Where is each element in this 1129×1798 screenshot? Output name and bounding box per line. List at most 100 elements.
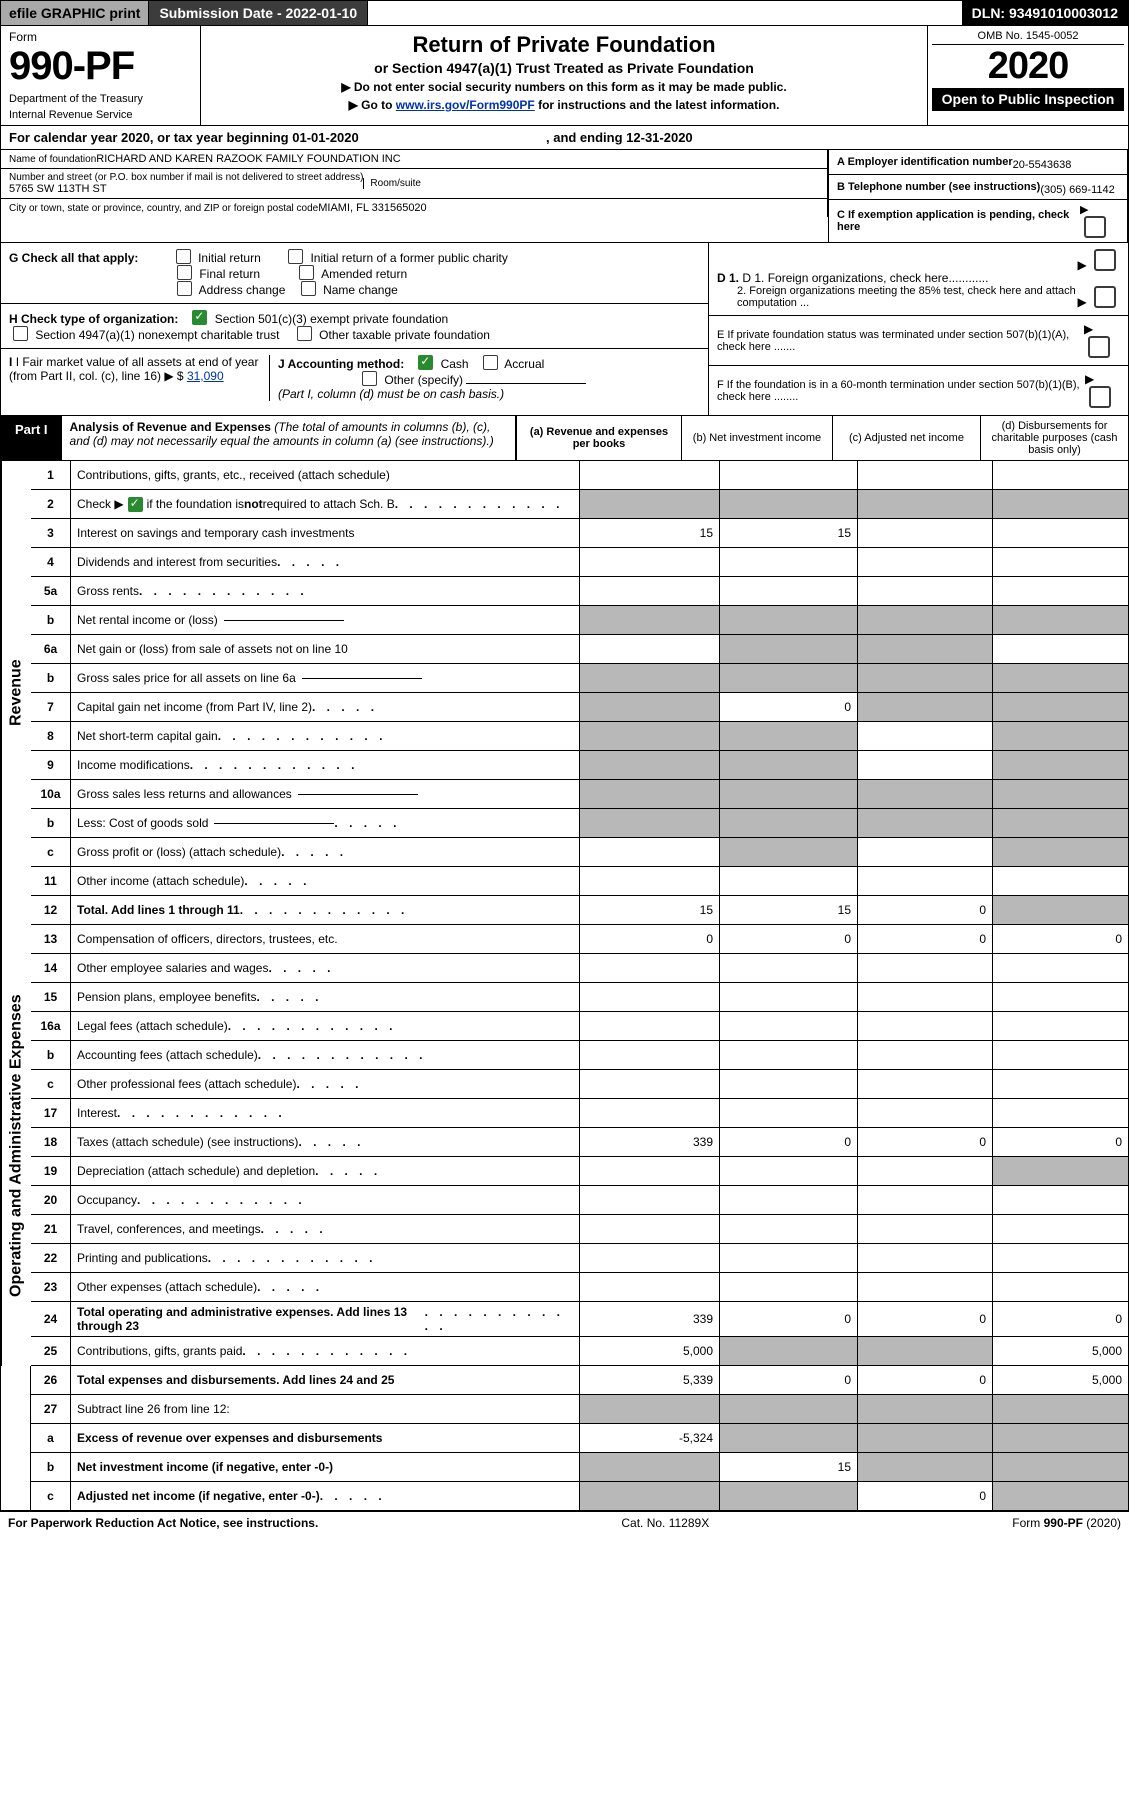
g-final-return-checkbox[interactable] (177, 265, 192, 280)
line-18-col-a: 339 (580, 1128, 720, 1157)
line-5a-col-a (580, 577, 720, 606)
g-initial-former-checkbox[interactable] (288, 249, 303, 264)
city-cell: City or town, state or province, country… (1, 199, 828, 217)
entity-info: Name of foundation RICHARD AND KAREN RAZ… (0, 150, 1129, 243)
exemption-checkbox[interactable] (1084, 216, 1106, 238)
line-3-col-a: 15 (580, 519, 720, 548)
h-4947-checkbox[interactable] (13, 326, 28, 341)
d1-checkbox[interactable] (1094, 249, 1116, 271)
f-checkbox[interactable] (1089, 386, 1111, 408)
line-c-col-c (858, 1070, 993, 1099)
checks-section: G Check all that apply: Initial return I… (0, 243, 1129, 416)
line-25-no: 25 (31, 1337, 71, 1366)
line-b-col-d (993, 1041, 1128, 1070)
form-instr2: ▶ Go to www.irs.gov/Form990PF for instru… (209, 98, 919, 112)
line-23-col-b (720, 1273, 858, 1302)
line-23-col-c (858, 1273, 993, 1302)
line-10a-col-b (720, 780, 858, 809)
line-c-no: c (31, 1070, 71, 1099)
h-other-taxable-checkbox[interactable] (297, 326, 312, 341)
line-4-desc: Dividends and interest from securities (71, 548, 580, 577)
line-c-col-a (580, 1482, 720, 1510)
g-initial-return-checkbox[interactable] (176, 249, 191, 264)
line-25-col-a: 5,000 (580, 1337, 720, 1366)
e-label: E If private foundation status was termi… (717, 329, 1084, 353)
line-c-col-b (720, 1482, 858, 1510)
irs-link[interactable]: www.irs.gov/Form990PF (396, 98, 535, 112)
line-a-col-a: -5,324 (580, 1424, 720, 1453)
line-22-col-c (858, 1244, 993, 1273)
line-c-col-c: 0 (858, 1482, 993, 1510)
g-name-change-checkbox[interactable] (301, 281, 316, 296)
line-11-col-c (858, 867, 993, 896)
line-6a-col-b (720, 635, 858, 664)
h-501c3-checkbox[interactable] (192, 310, 207, 325)
j-cash-checkbox[interactable] (418, 355, 433, 370)
form-title: Return of Private Foundation (209, 32, 919, 58)
j-other-checkbox[interactable] (362, 371, 377, 386)
line-25-desc: Contributions, gifts, grants paid (71, 1337, 580, 1366)
line-3-col-c (858, 519, 993, 548)
line-1-col-a (580, 461, 720, 490)
line-17-no: 17 (31, 1099, 71, 1128)
line-6a-col-a (580, 635, 720, 664)
line-12-no: 12 (31, 896, 71, 925)
line-19-col-b (720, 1157, 858, 1186)
line-10a-col-d (993, 780, 1128, 809)
line-b-col-c (858, 606, 993, 635)
line-26-no: 26 (31, 1366, 71, 1395)
city-label: City or town, state or province, country… (9, 203, 318, 214)
line-11-col-a (580, 867, 720, 896)
line-c-no: c (31, 838, 71, 867)
line-16a-desc: Legal fees (attach schedule) (71, 1012, 580, 1041)
line-24-col-c: 0 (858, 1302, 993, 1337)
d2-checkbox[interactable] (1094, 286, 1116, 308)
j-accrual-checkbox[interactable] (483, 355, 498, 370)
line-b-col-d (993, 606, 1128, 635)
line-b-col-b (720, 1041, 858, 1070)
line-5a-col-c (858, 577, 993, 606)
line-19-desc: Depreciation (attach schedule) and deple… (71, 1157, 580, 1186)
phone-label: B Telephone number (see instructions) (837, 181, 1040, 193)
ein-cell: A Employer identification number 20-5543… (829, 150, 1128, 175)
line-b-col-c (858, 1453, 993, 1482)
line-6a-desc: Net gain or (loss) from sale of assets n… (71, 635, 580, 664)
efile-button[interactable]: efile GRAPHIC print (1, 1, 149, 25)
address-cell: Number and street (or P.O. box number if… (1, 169, 828, 199)
line-b-col-b: 15 (720, 1453, 858, 1482)
line-18-col-b: 0 (720, 1128, 858, 1157)
line-b-col-d (993, 809, 1128, 838)
line-26-desc: Total expenses and disbursements. Add li… (71, 1366, 580, 1395)
line-21-col-a (580, 1215, 720, 1244)
line-19-col-a (580, 1157, 720, 1186)
line-27-col-a (580, 1395, 720, 1424)
line-14-col-d (993, 954, 1128, 983)
line-7-desc: Capital gain net income (from Part IV, l… (71, 693, 580, 722)
line-15-col-d (993, 983, 1128, 1012)
line-b-col-b (720, 664, 858, 693)
g-address-change-checkbox[interactable] (177, 281, 192, 296)
line-7-col-c (858, 693, 993, 722)
line-13-col-b: 0 (720, 925, 858, 954)
line-23-desc: Other expenses (attach schedule) (71, 1273, 580, 1302)
g-amended-checkbox[interactable] (299, 265, 314, 280)
line-9-desc: Income modifications (71, 751, 580, 780)
cal-end: 12-31-2020 (626, 130, 693, 145)
cal-mid: , and ending (546, 130, 626, 145)
form-instr1: ▶ Do not enter social security numbers o… (209, 80, 919, 94)
line-11-desc: Other income (attach schedule) (71, 867, 580, 896)
line-21-no: 21 (31, 1215, 71, 1244)
line-4-col-a (580, 548, 720, 577)
line-24-col-a: 339 (580, 1302, 720, 1337)
fmv-link[interactable]: 31,090 (187, 369, 224, 383)
e-checkbox[interactable] (1088, 336, 1110, 358)
line-21-col-b (720, 1215, 858, 1244)
line-6a-col-c (858, 635, 993, 664)
line-2-col-b (720, 490, 858, 519)
schb-checkbox[interactable] (128, 497, 143, 512)
j-cell: J Accounting method: Cash Accrual Other … (269, 355, 700, 401)
col-c-header: (c) Adjusted net income (832, 416, 980, 460)
line-13-col-a: 0 (580, 925, 720, 954)
line-b-no: b (31, 1453, 71, 1482)
g-opt-3: Amended return (321, 267, 407, 281)
